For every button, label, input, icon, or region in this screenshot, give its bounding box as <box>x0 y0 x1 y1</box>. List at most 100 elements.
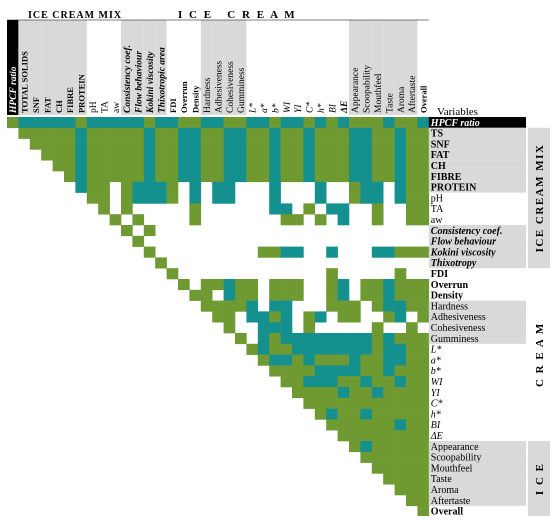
matrix-cell <box>223 171 236 183</box>
matrix-cell <box>337 149 350 161</box>
matrix-cell <box>52 117 65 129</box>
matrix-cell <box>200 300 213 312</box>
row-label: Kokini viscosity <box>430 247 496 258</box>
matrix-cell <box>383 451 395 463</box>
matrix-cell <box>383 279 395 291</box>
matrix-cell <box>212 181 224 193</box>
matrix-cell <box>178 138 190 150</box>
matrix-cell <box>223 311 236 323</box>
matrix-cell <box>200 289 213 301</box>
matrix-cell <box>371 279 384 291</box>
row-label: FAT <box>431 150 450 161</box>
matrix-cell <box>326 419 338 431</box>
matrix-cell <box>52 160 65 172</box>
matrix-cell <box>394 473 407 485</box>
matrix-cell <box>178 279 190 291</box>
matrix-cell <box>406 387 418 399</box>
matrix-cell <box>223 149 236 161</box>
matrix-cell <box>394 376 407 388</box>
matrix-cell <box>143 149 156 161</box>
matrix-cell <box>109 138 122 150</box>
column-header-bg <box>349 20 361 115</box>
matrix-cell <box>166 160 179 172</box>
row-label: WI <box>431 377 443 388</box>
matrix-cell <box>155 192 167 204</box>
matrix-cell <box>383 127 395 139</box>
matrix-cell <box>155 149 167 161</box>
matrix-cell <box>394 343 407 355</box>
matrix-cell <box>314 376 327 388</box>
matrix-cell <box>64 117 76 129</box>
column-header-label: SNF <box>31 97 41 113</box>
matrix-cell <box>269 138 281 150</box>
matrix-cell <box>303 387 316 399</box>
matrix-cell <box>394 397 407 409</box>
column-header-bg <box>360 20 372 115</box>
matrix-cell <box>337 354 350 366</box>
matrix-cell <box>200 117 213 129</box>
matrix-cell <box>178 117 190 129</box>
column-header-label: FIBRE <box>65 87 75 113</box>
column-header-label: Hardness <box>203 77 213 113</box>
column-header-label: Scoopability <box>363 65 373 113</box>
matrix-cell <box>200 138 213 150</box>
matrix-cell <box>314 365 327 377</box>
matrix-cell <box>189 203 202 215</box>
matrix-cell <box>394 430 407 442</box>
row-label: Consistency coef. <box>431 226 503 237</box>
matrix-cell <box>417 451 430 463</box>
matrix-cell <box>371 160 384 172</box>
matrix-cell <box>406 322 418 334</box>
matrix-cell <box>417 484 430 496</box>
matrix-cell <box>349 408 361 420</box>
matrix-cell <box>394 484 407 496</box>
matrix-cell <box>86 117 99 129</box>
matrix-cell <box>292 376 304 388</box>
matrix-cell <box>314 343 327 355</box>
matrix-cell <box>303 376 316 388</box>
matrix-cell <box>121 149 133 161</box>
row-label: Scoopability <box>431 453 482 464</box>
matrix-cell <box>280 171 293 183</box>
matrix-cell <box>406 333 418 345</box>
matrix-cell <box>417 289 430 301</box>
matrix-cell <box>121 225 133 237</box>
row-label: Flow behaviour <box>430 237 496 248</box>
matrix-cell <box>314 117 327 129</box>
matrix-cell <box>360 441 373 453</box>
matrix-cell <box>223 160 236 172</box>
matrix-cell <box>212 311 224 323</box>
matrix-cell <box>246 311 259 323</box>
matrix-cell <box>166 192 179 204</box>
matrix-cell <box>29 127 42 139</box>
matrix-cell <box>75 117 88 129</box>
column-header-label: Consistency coef. <box>123 45 133 113</box>
matrix-cell <box>235 160 247 172</box>
matrix-cell <box>417 160 430 172</box>
matrix-cell <box>235 333 247 345</box>
matrix-cell <box>394 279 407 291</box>
matrix-cell <box>349 181 361 193</box>
matrix-cell <box>394 127 407 139</box>
matrix-cell <box>326 171 338 183</box>
matrix-cell <box>326 365 338 377</box>
matrix-cell <box>303 333 316 345</box>
matrix-cell <box>406 441 418 453</box>
matrix-cell <box>235 289 247 301</box>
matrix-cell <box>189 149 202 161</box>
row-label: Taste <box>431 474 453 485</box>
matrix-cell <box>371 343 384 355</box>
matrix-cell <box>132 181 145 193</box>
column-header-label: ΔE <box>340 101 350 114</box>
matrix-cell <box>235 149 247 161</box>
matrix-cell <box>189 138 202 150</box>
matrix-cell <box>360 354 373 366</box>
matrix-cell <box>406 279 418 291</box>
matrix-cell <box>303 365 316 377</box>
column-header-label: HPCF ratio <box>9 66 19 114</box>
matrix-cell <box>406 171 418 183</box>
column-header-label: b* <box>271 103 281 113</box>
matrix-cell <box>155 257 167 269</box>
matrix-cell <box>371 430 384 442</box>
